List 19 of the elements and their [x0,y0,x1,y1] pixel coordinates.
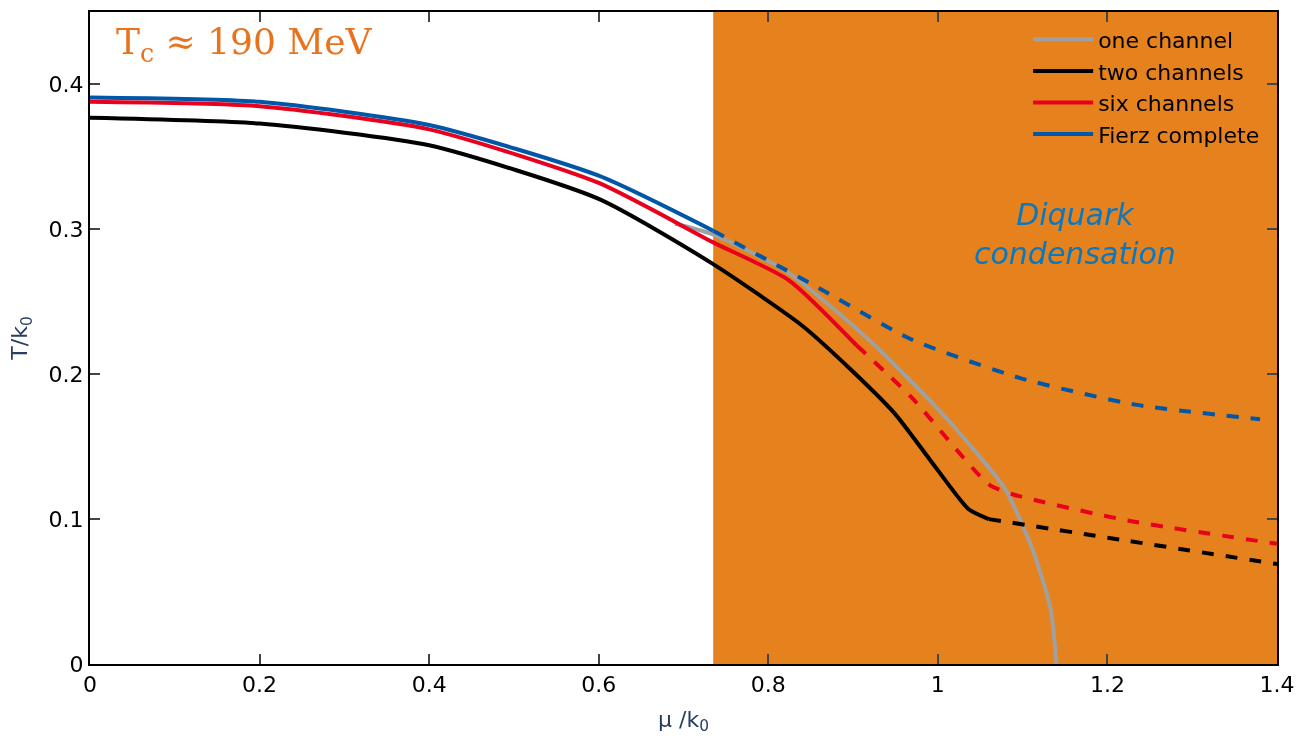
y-tick-label: 0.1 [48,506,84,532]
x-axis-title: μ /k$_{0}$ [658,706,709,736]
legend-label: Fierz complete [1098,122,1260,148]
y-tick-label: 0.3 [48,217,84,243]
legend-label: two channels [1098,59,1244,85]
annotation: Diquark condensation [974,197,1176,271]
x-tick-label: 0.2 [242,672,278,698]
x-tick-label: 1.4 [1259,672,1295,698]
annotation: T$_{c}$ ≈ 190 MeV [116,21,373,68]
legend-label: one channel [1098,27,1234,53]
x-tick-label: 0.6 [581,672,617,698]
legend-label: six channels [1098,91,1235,117]
x-tick-label: 0.8 [750,672,786,698]
y-tick-label: 0.4 [48,72,84,98]
x-tick-label: 1 [930,672,945,698]
y-tick-label: 0.2 [48,361,84,387]
y-tick-label: 0 [69,651,84,677]
x-tick-label: 0.4 [411,672,447,698]
x-tick-label: 1.2 [1089,672,1125,698]
